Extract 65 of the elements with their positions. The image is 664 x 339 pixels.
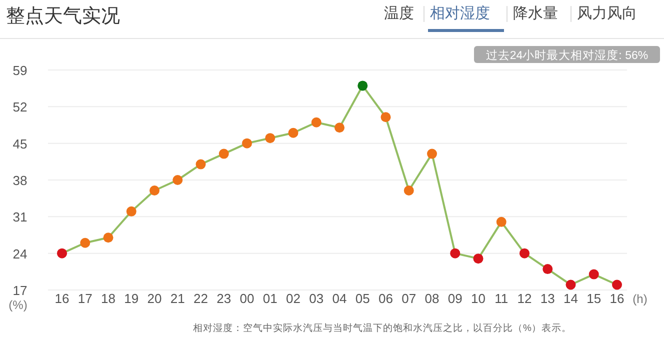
- x-axis-title: (h): [632, 292, 648, 306]
- x-tick-label: 21: [170, 291, 185, 306]
- x-tick-label: 03: [309, 291, 324, 306]
- point: [566, 280, 576, 290]
- y-tick-label: 38: [12, 173, 28, 188]
- point: [380, 112, 391, 122]
- x-tick-label: 12: [517, 291, 532, 306]
- point: [126, 206, 136, 216]
- point: [358, 80, 368, 91]
- chart-title: 整点天气实况: [6, 5, 120, 27]
- x-tick-label: 15: [586, 291, 602, 306]
- x-tick-label: 20: [147, 291, 162, 306]
- x-tick-label: 07: [402, 291, 416, 306]
- point: [218, 148, 229, 159]
- point: [103, 232, 114, 243]
- point: [496, 216, 506, 227]
- point: [473, 254, 484, 264]
- x-tick-label: 04: [332, 291, 347, 306]
- point: [311, 117, 322, 128]
- point: [542, 264, 553, 274]
- text: 相对湿度: [430, 5, 490, 22]
- x-tick-label: 09: [448, 291, 462, 306]
- point: [450, 248, 460, 258]
- y-tick-label: 59: [12, 63, 28, 78]
- x-tick-label: 19: [124, 291, 139, 306]
- point: [242, 138, 252, 148]
- text: 温度: [384, 5, 414, 22]
- point: [404, 185, 414, 196]
- point: [57, 248, 67, 258]
- point: [150, 185, 160, 196]
- point: [334, 122, 344, 133]
- x-tick-label: 16: [610, 291, 624, 306]
- point: [172, 175, 183, 185]
- x-tick-label: 16: [54, 291, 70, 306]
- x-tick-label: 17: [78, 291, 92, 306]
- text: 降水量: [513, 5, 558, 22]
- point: [288, 128, 298, 138]
- point: [612, 280, 622, 290]
- x-tick-label: 00: [240, 291, 254, 306]
- point: [520, 248, 530, 258]
- x-tick-label: 13: [540, 291, 555, 306]
- x-tick-label: 14: [564, 291, 578, 306]
- point: [427, 148, 437, 159]
- x-tick-label: 08: [424, 291, 440, 306]
- y-tick-label: 45: [12, 136, 28, 152]
- x-tick-label: 18: [101, 291, 116, 306]
- y-tick-label: 52: [12, 100, 28, 115]
- x-tick-label: 01: [262, 291, 278, 306]
- y-axis-title: (%): [8, 298, 28, 312]
- y-tick-label: 31: [12, 210, 28, 225]
- x-tick-label: 22: [194, 291, 208, 306]
- x-tick-label: 06: [378, 291, 393, 306]
- x-tick-label: 05: [355, 291, 370, 306]
- x-tick-label: 02: [286, 291, 300, 306]
- point: [80, 238, 90, 248]
- x-tick-label: 10: [471, 291, 486, 306]
- text: 风力风向: [577, 5, 637, 22]
- y-tick-label: 24: [12, 246, 28, 262]
- text: 相对湿度：空气中实际水汽压与当时气温下的饱和水汽压之比，以百分比（%）表示。: [193, 322, 572, 334]
- text: 过去24小时最大相对湿度: 56%: [486, 48, 648, 62]
- point: [265, 133, 276, 144]
- point: [196, 159, 206, 170]
- x-tick-label: 23: [216, 291, 232, 306]
- point: [588, 269, 599, 280]
- x-tick-label: 11: [494, 291, 508, 306]
